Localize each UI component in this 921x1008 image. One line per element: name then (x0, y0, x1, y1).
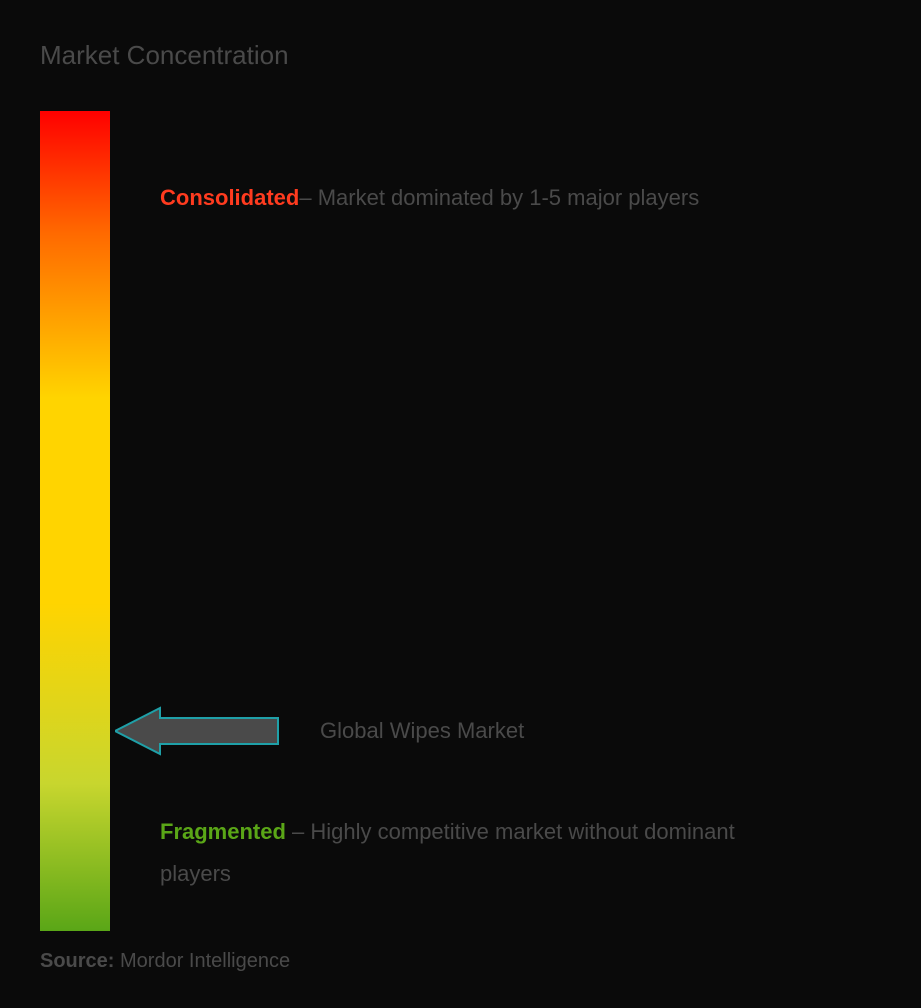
fragmented-label: Fragmented – Highly competitive market w… (160, 811, 841, 895)
chart-body: Consolidated– Market dominated by 1-5 ma… (40, 111, 881, 931)
consolidated-label: Consolidated– Market dominated by 1-5 ma… (160, 181, 699, 214)
consolidated-description: – Market dominated by 1-5 major players (299, 185, 699, 210)
fragmented-keyword: Fragmented (160, 819, 286, 844)
pointer-arrow-icon (115, 706, 280, 756)
source-value: Mordor Intelligence (114, 950, 290, 972)
source-label: Source: (40, 950, 114, 972)
market-pointer-row: Global Wipes Market (115, 706, 524, 756)
source-attribution: Source: Mordor Intelligence (40, 950, 290, 973)
chart-title: Market Concentration (40, 40, 881, 71)
market-name-label: Global Wipes Market (320, 718, 524, 744)
fragmented-description-line2: players (160, 861, 231, 886)
infographic-container: Market Concentration Consolidated– Marke… (0, 0, 921, 1008)
fragmented-description-line1: – Highly competitive market without domi… (286, 819, 735, 844)
concentration-gradient-bar (40, 111, 110, 931)
consolidated-keyword: Consolidated (160, 185, 299, 210)
